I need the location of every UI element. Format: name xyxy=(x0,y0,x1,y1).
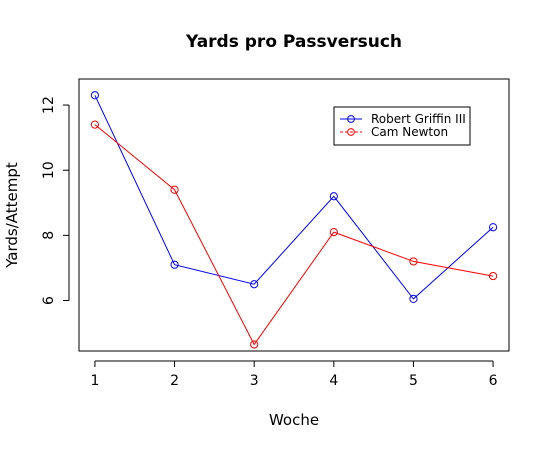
data-point xyxy=(170,185,179,194)
y-tick-label: 6 xyxy=(41,296,57,305)
series-layer xyxy=(90,91,498,349)
legend-label: Robert Griffin III xyxy=(371,112,466,126)
legend-marker xyxy=(347,115,355,123)
data-point xyxy=(170,260,179,269)
y-tick-label: 12 xyxy=(41,96,57,114)
data-point xyxy=(90,120,100,129)
x-axis: 1 2 3 4 5 6 xyxy=(90,360,498,389)
x-tick-label: 4 xyxy=(329,373,338,389)
chart-title: Yards pro Passversuch xyxy=(185,32,402,52)
x-tick-label: 1 xyxy=(90,373,99,389)
data-point xyxy=(409,294,418,303)
x-axis-label: Woche xyxy=(269,411,319,429)
data-point xyxy=(329,192,338,201)
data-point xyxy=(488,271,498,281)
x-tick-label: 2 xyxy=(170,373,179,389)
data-point xyxy=(250,280,259,289)
y-tick-label: 8 xyxy=(41,231,57,240)
plot-frame xyxy=(78,78,510,352)
legend-box xyxy=(333,106,471,146)
data-point xyxy=(329,228,338,237)
x-tick-label: 6 xyxy=(489,373,498,389)
y-axis: 6 8 10 12 xyxy=(41,96,70,305)
data-point xyxy=(250,340,259,349)
legend-marker xyxy=(347,128,355,136)
data-point xyxy=(409,257,418,266)
x-tick-label: 3 xyxy=(250,373,259,389)
data-point xyxy=(488,223,498,232)
data-point xyxy=(90,91,100,100)
series-line-1 xyxy=(94,124,494,346)
x-tick-label: 5 xyxy=(409,373,418,389)
series-line-0 xyxy=(94,95,494,300)
legend-label: Cam Newton xyxy=(371,125,448,139)
y-axis-label: Yards/Attempt xyxy=(3,162,21,269)
y-tick-label: 10 xyxy=(41,161,57,179)
